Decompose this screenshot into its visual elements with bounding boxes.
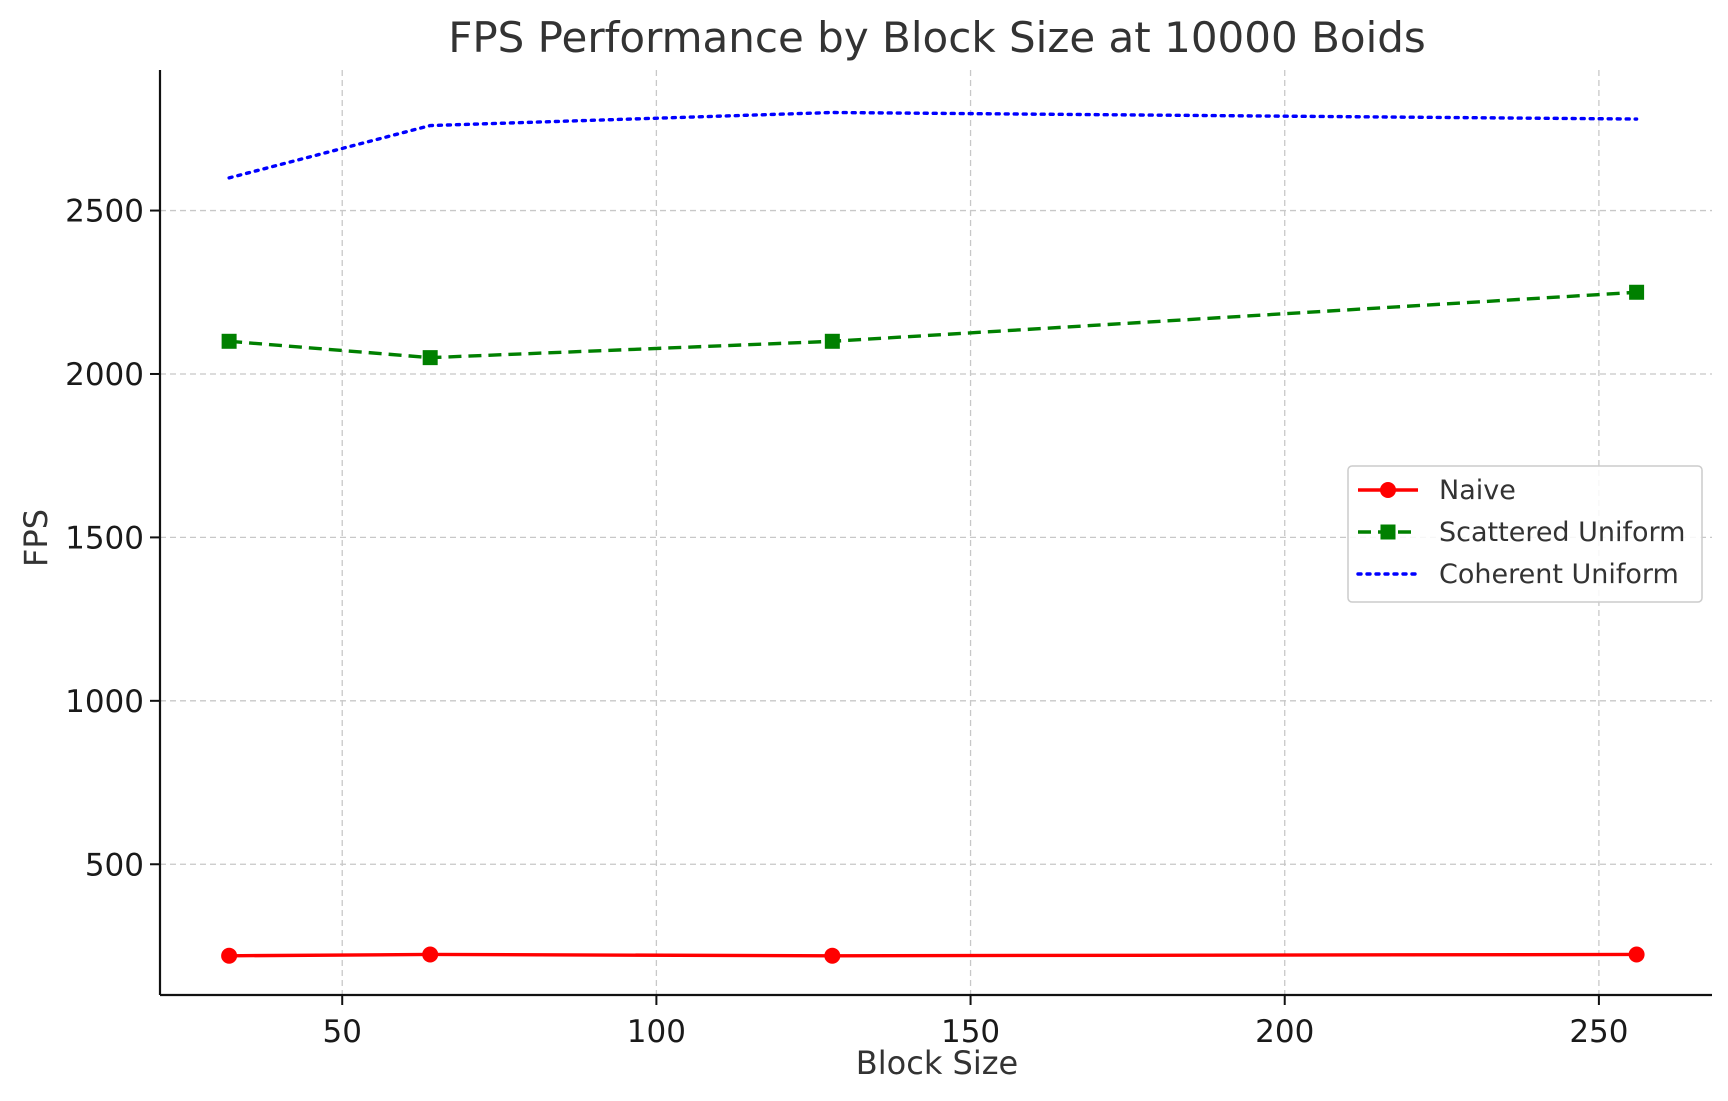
series-line-scattered-uniform	[228, 290, 1637, 360]
legend-label-coherent-uniform: Coherent Uniform	[1439, 559, 1679, 590]
y-tick-label: 2000	[65, 357, 144, 393]
x-tick-label: 200	[1255, 1014, 1314, 1050]
y-tick-label: 1500	[65, 520, 144, 556]
legend-item-scattered-uniform: Scattered Uniform	[1358, 517, 1685, 548]
legend-item-coherent-uniform: Coherent Uniform	[1356, 559, 1679, 590]
legend-item-naive: Naive	[1358, 475, 1516, 506]
y-tick-label: 500	[85, 847, 144, 883]
legend: Naive Scattered Uniform Coherent Uniform	[1347, 465, 1703, 603]
tick-labels: 50 100 150 200 250 500 1000 1500 2000 2500	[65, 194, 1628, 1050]
x-axis-label: Block Size	[856, 1044, 1018, 1082]
series-naive	[221, 946, 1645, 964]
data-point-naive	[221, 947, 238, 964]
legend-frame	[1347, 465, 1703, 603]
x-tick-label: 150	[941, 1014, 1000, 1050]
series-line-coherent-uniform	[227, 110, 1639, 180]
legend-marker-naive	[1380, 482, 1396, 498]
series-coherent-uniform	[227, 110, 1639, 180]
data-point-naive	[422, 946, 439, 963]
data-point-naive	[824, 947, 841, 964]
y-tick-label: 2500	[65, 194, 144, 230]
legend-label-scattered-uniform: Scattered Uniform	[1439, 517, 1685, 548]
x-tick-label: 250	[1569, 1014, 1628, 1050]
x-tick-label: 50	[322, 1014, 361, 1050]
chart-title: FPS Performance by Block Size at 10000 B…	[448, 13, 1426, 62]
series-scattered-uniform	[221, 284, 1645, 366]
data-point-scattered-uniform	[422, 350, 438, 366]
data-point-scattered-uniform	[221, 333, 237, 349]
data-point-scattered-uniform	[824, 333, 840, 349]
y-axis-label: FPS	[17, 509, 55, 567]
axes	[150, 70, 1712, 1005]
y-tick-label: 1000	[65, 684, 144, 720]
x-tick-label: 100	[627, 1014, 686, 1050]
legend-label-naive: Naive	[1439, 475, 1516, 506]
data-series	[221, 110, 1645, 964]
data-point-naive	[1628, 946, 1645, 963]
legend-marker-scattered-uniform	[1380, 524, 1396, 540]
data-point-scattered-uniform	[1629, 284, 1645, 300]
series-line-naive	[229, 952, 1637, 958]
